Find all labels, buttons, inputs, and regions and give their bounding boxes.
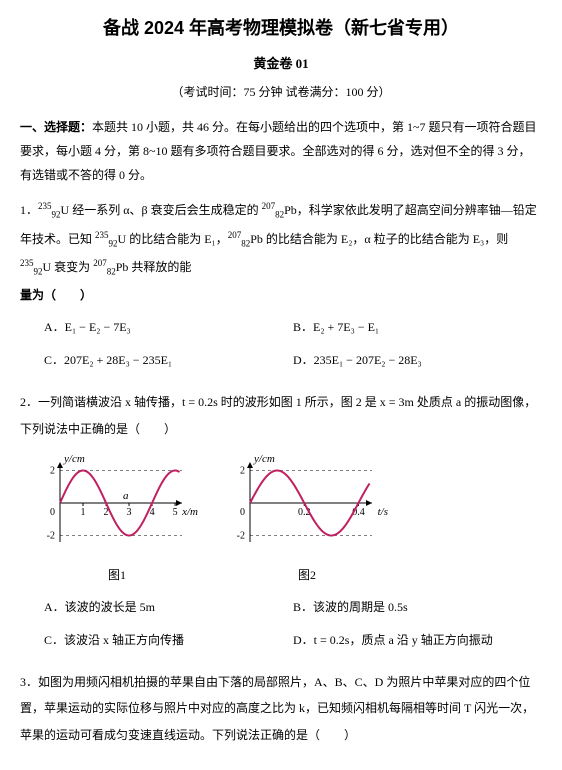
- q2-choice-d: D．t = 0.2s，质点 a 沿 y 轴正方向振动: [293, 627, 542, 653]
- svg-text:2: 2: [240, 465, 245, 476]
- svg-text:5: 5: [173, 507, 178, 518]
- svg-text:y/cm: y/cm: [63, 453, 85, 465]
- page-subtitle: 黄金卷 01: [20, 52, 542, 75]
- q2-charts: 12345-220y/cmx/ma 图1 0.20.4-220y/cmt/s 图…: [32, 450, 542, 588]
- q1-part-g: 共释放的能: [128, 260, 191, 274]
- isotope-u235-2: 23592U: [95, 232, 126, 246]
- q1-part-e: 的比结合能为 E₂，α 粒子的比结合能为 E₃，则: [263, 232, 508, 246]
- q2-choices: A．该波的波长是 5m B．该波的周期是 0.5s C．该波沿 x 轴正方向传播…: [44, 594, 542, 659]
- question-2: 2．一列简谐横波沿 x 轴传播，t = 0.2s 时的波形如图 1 所示，图 2…: [20, 389, 542, 659]
- svg-text:x/m: x/m: [181, 506, 198, 518]
- page-title: 备战 2024 年高考物理模拟卷（新七省专用）: [20, 12, 542, 44]
- chart1-caption: 图1: [108, 562, 126, 588]
- page-meta: （考试时间：75 分钟 试卷满分：100 分）: [20, 82, 542, 104]
- section-body: 本题共 10 小题，共 46 分。在每小题给出的四个选项中，第 1~7 题只有一…: [20, 120, 537, 182]
- svg-text:-2: -2: [237, 530, 245, 541]
- q2-choice-b: B．该波的周期是 0.5s: [293, 594, 542, 620]
- section-heading: 一、选择题：本题共 10 小题，共 46 分。在每小题给出的四个选项中，第 1~…: [20, 115, 542, 187]
- svg-text:a: a: [123, 490, 129, 502]
- chart2-svg: 0.20.4-220y/cmt/s: [222, 450, 392, 560]
- chart1-svg: 12345-220y/cmx/ma: [32, 450, 202, 560]
- q1-part-a: 1．: [20, 203, 38, 217]
- svg-text:1: 1: [81, 507, 86, 518]
- q1-choice-a: A．E₁ − E₂ − 7E₃: [44, 314, 293, 340]
- q2-choice-a: A．该波的波长是 5m: [44, 594, 293, 620]
- q1-part-f: 衰变为: [51, 260, 93, 274]
- q1-part-h: 量为（ ）: [20, 282, 542, 308]
- section-label: 一、选择题：: [20, 120, 92, 134]
- q1-part-d: 的比结合能为 E₁，: [126, 232, 228, 246]
- isotope-pb207-1: 20782Pb: [262, 203, 297, 217]
- isotope-u235-3: 23592U: [20, 260, 51, 274]
- q2-text: 2．一列简谐横波沿 x 轴传播，t = 0.2s 时的波形如图 1 所示，图 2…: [20, 389, 542, 442]
- q1-part-b: 经一系列 α、β 衰变后会生成稳定的: [69, 203, 261, 217]
- question-1: 1．23592U 经一系列 α、β 衰变后会生成稳定的 20782Pb，科学家依…: [20, 197, 542, 379]
- svg-text:-2: -2: [47, 530, 55, 541]
- svg-text:3: 3: [127, 507, 132, 518]
- isotope-pb207-2: 20782Pb: [228, 232, 263, 246]
- chart2-caption: 图2: [298, 562, 316, 588]
- svg-text:0: 0: [240, 507, 245, 518]
- q1-choice-b: B．E₂ + 7E₃ − E₁: [293, 314, 542, 340]
- isotope-u235-1: 23592U: [38, 203, 69, 217]
- chart1-block: 12345-220y/cmx/ma 图1: [32, 450, 202, 588]
- svg-text:y/cm: y/cm: [253, 453, 275, 465]
- q2-choice-c: C．该波沿 x 轴正方向传播: [44, 627, 293, 653]
- q1-choices: A．E₁ − E₂ − 7E₃ B．E₂ + 7E₃ − E₁ C．207E₂ …: [44, 314, 542, 379]
- question-3: 3．如图为用频闪相机拍摄的苹果自由下落的局部照片，A、B、C、D 为照片中苹果对…: [20, 669, 542, 748]
- isotope-pb207-3: 20782Pb: [93, 260, 128, 274]
- q3-text: 3．如图为用频闪相机拍摄的苹果自由下落的局部照片，A、B、C、D 为照片中苹果对…: [20, 669, 542, 748]
- svg-text:2: 2: [50, 465, 55, 476]
- q1-choice-c: C．207E₂ + 28E₃ − 235E₁: [44, 347, 293, 373]
- svg-text:0: 0: [50, 507, 55, 518]
- svg-text:t/s: t/s: [378, 506, 388, 518]
- chart2-block: 0.20.4-220y/cmt/s 图2: [222, 450, 392, 588]
- q1-choice-d: D．235E₁ − 207E₂ − 28E₃: [293, 347, 542, 373]
